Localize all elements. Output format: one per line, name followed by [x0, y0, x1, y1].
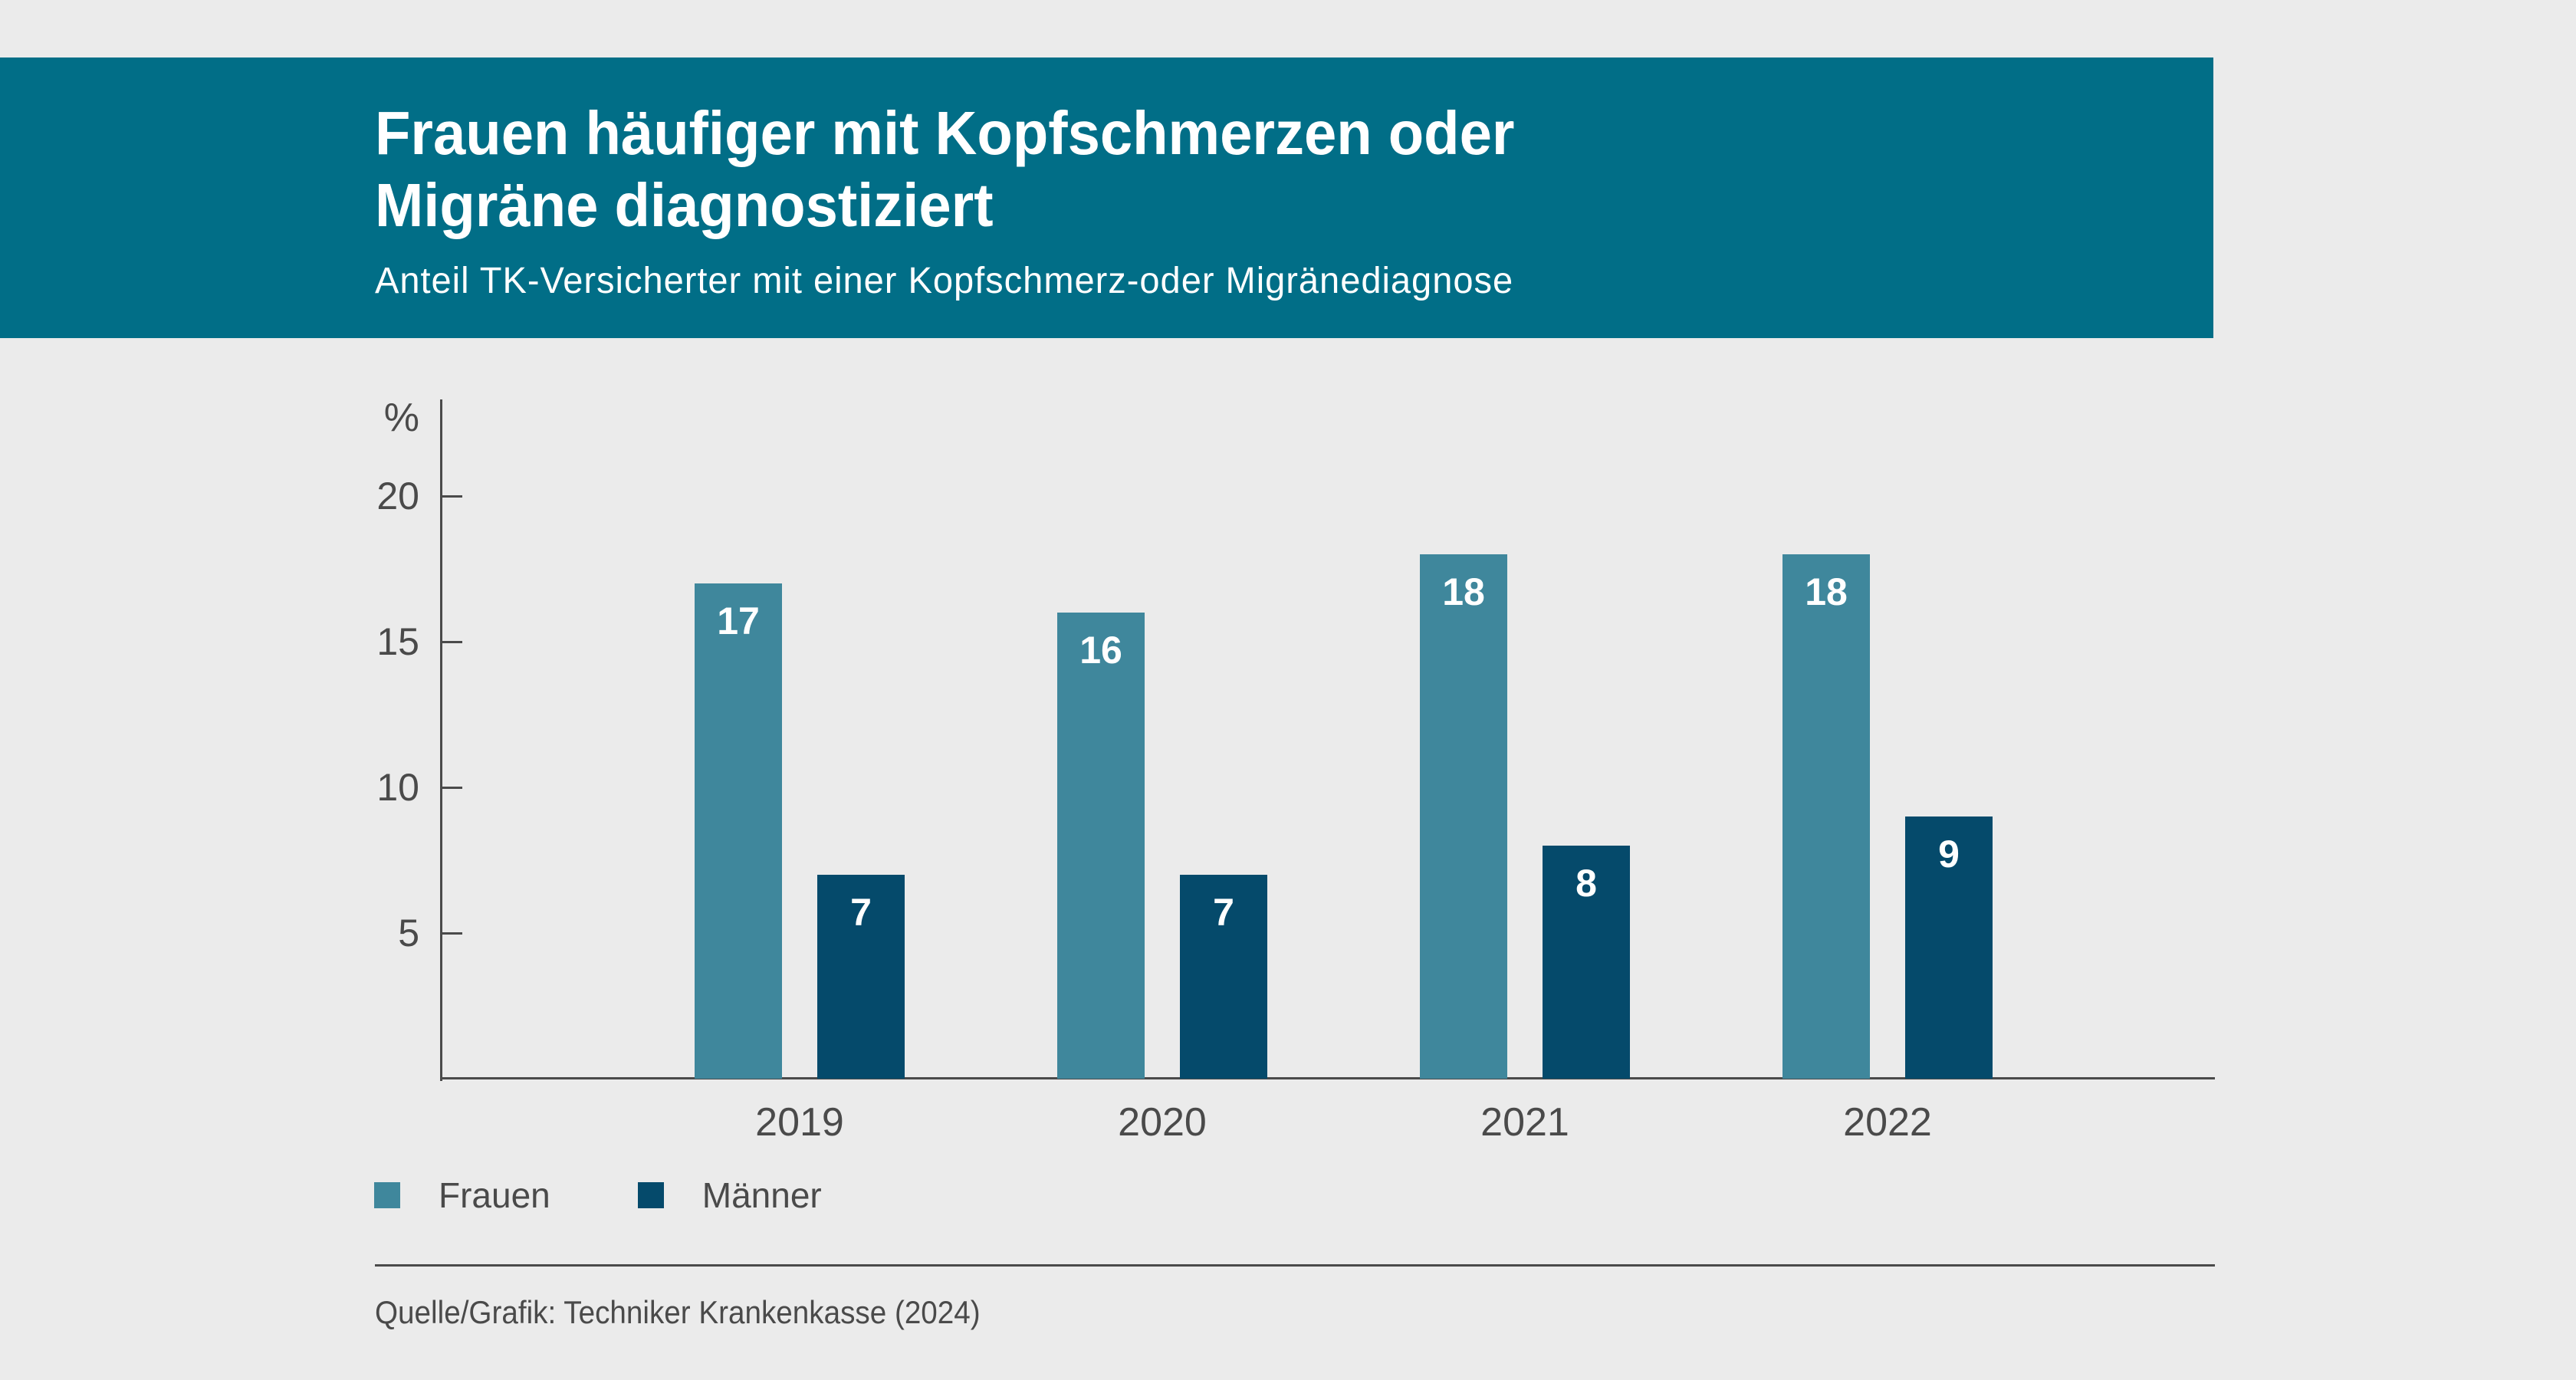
- bar-value-label: 18: [1805, 570, 1848, 613]
- x-tick-label: 2022: [1843, 1100, 1932, 1145]
- bar-frauen: 17: [695, 583, 782, 1079]
- y-tick-label: 10: [376, 766, 419, 809]
- bar-value-label: 16: [1079, 629, 1122, 672]
- bar-value-label: 7: [850, 891, 872, 934]
- bar-maenner: 8: [1543, 846, 1630, 1079]
- y-tick-mark: [442, 495, 462, 498]
- bar-value-label: 18: [1442, 570, 1485, 613]
- chart-title: Frauen häufiger mit Kopfschmerzen oder M…: [375, 99, 1515, 239]
- legend-item-maenner: Männer: [637, 1175, 822, 1215]
- y-tick-mark: [442, 932, 462, 935]
- bar-maenner: 7: [1180, 875, 1267, 1079]
- y-tick-label: 15: [376, 620, 419, 663]
- bar-value-label: 17: [717, 600, 760, 642]
- y-axis-line: [440, 399, 442, 1081]
- bar-frauen: 16: [1057, 613, 1145, 1079]
- x-tick-label: 2019: [755, 1100, 844, 1145]
- y-tick-label: 5: [398, 912, 419, 955]
- header-band: Frauen häufiger mit Kopfschmerzen oder M…: [0, 58, 2213, 338]
- x-axis-line: [440, 1077, 2215, 1079]
- bar-value-label: 8: [1576, 862, 1597, 905]
- y-tick-label: 20: [376, 475, 419, 518]
- bar-value-label: 7: [1213, 891, 1234, 934]
- y-axis-unit-label: %: [383, 396, 419, 440]
- x-tick-label: 2021: [1480, 1100, 1569, 1145]
- legend-label-maenner: Männer: [702, 1175, 822, 1215]
- chart-subtitle: Anteil TK-Versicherter mit einer Kopfsch…: [375, 261, 1514, 301]
- bar-frauen: 18: [1420, 554, 1507, 1079]
- bar-maenner: 9: [1905, 816, 1993, 1079]
- legend: Frauen Männer: [374, 1175, 822, 1215]
- legend-swatch-frauen: [374, 1182, 400, 1208]
- legend-item-frauen: Frauen: [374, 1175, 550, 1215]
- bar-value-label: 9: [1938, 833, 1960, 876]
- divider-line: [375, 1264, 2215, 1267]
- legend-label-frauen: Frauen: [439, 1175, 550, 1215]
- source-note: Quelle/Grafik: Techniker Krankenkasse (2…: [375, 1294, 981, 1330]
- x-tick-label: 2020: [1118, 1100, 1207, 1145]
- legend-swatch-maenner: [637, 1182, 664, 1208]
- plot-area: % 5 10 15 20 17 7 2019 16 7 2020 18 8 2021 18 9 2022: [376, 396, 2215, 1145]
- bar-maenner: 7: [817, 875, 905, 1079]
- y-tick-mark: [442, 640, 462, 643]
- y-tick-mark: [442, 786, 462, 789]
- bar-frauen: 18: [1783, 554, 1870, 1079]
